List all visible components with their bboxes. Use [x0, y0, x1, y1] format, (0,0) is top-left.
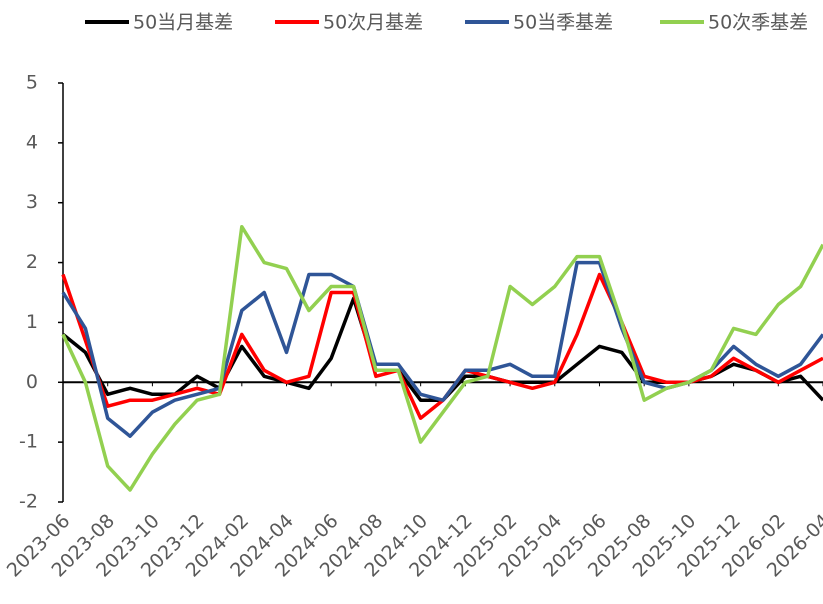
y-tick-label: 5 — [26, 72, 38, 94]
legend-label: 50次月基差 — [323, 12, 423, 34]
series-line — [61, 296, 823, 402]
y-tick-label: -2 — [19, 491, 38, 513]
y-tick-label: 4 — [26, 131, 38, 153]
legend-label: 50当季基差 — [513, 12, 613, 34]
legend-label: 50当月基差 — [133, 12, 233, 34]
legend-label: 50次季基差 — [708, 12, 808, 34]
y-tick-label: 0 — [26, 371, 38, 393]
y-tick-label: -1 — [19, 431, 38, 453]
series-line — [61, 272, 823, 420]
y-tick-label: 1 — [26, 311, 38, 333]
series-line — [61, 224, 823, 492]
y-tick-label: 2 — [26, 251, 38, 273]
y-tick-label: 3 — [26, 191, 38, 213]
